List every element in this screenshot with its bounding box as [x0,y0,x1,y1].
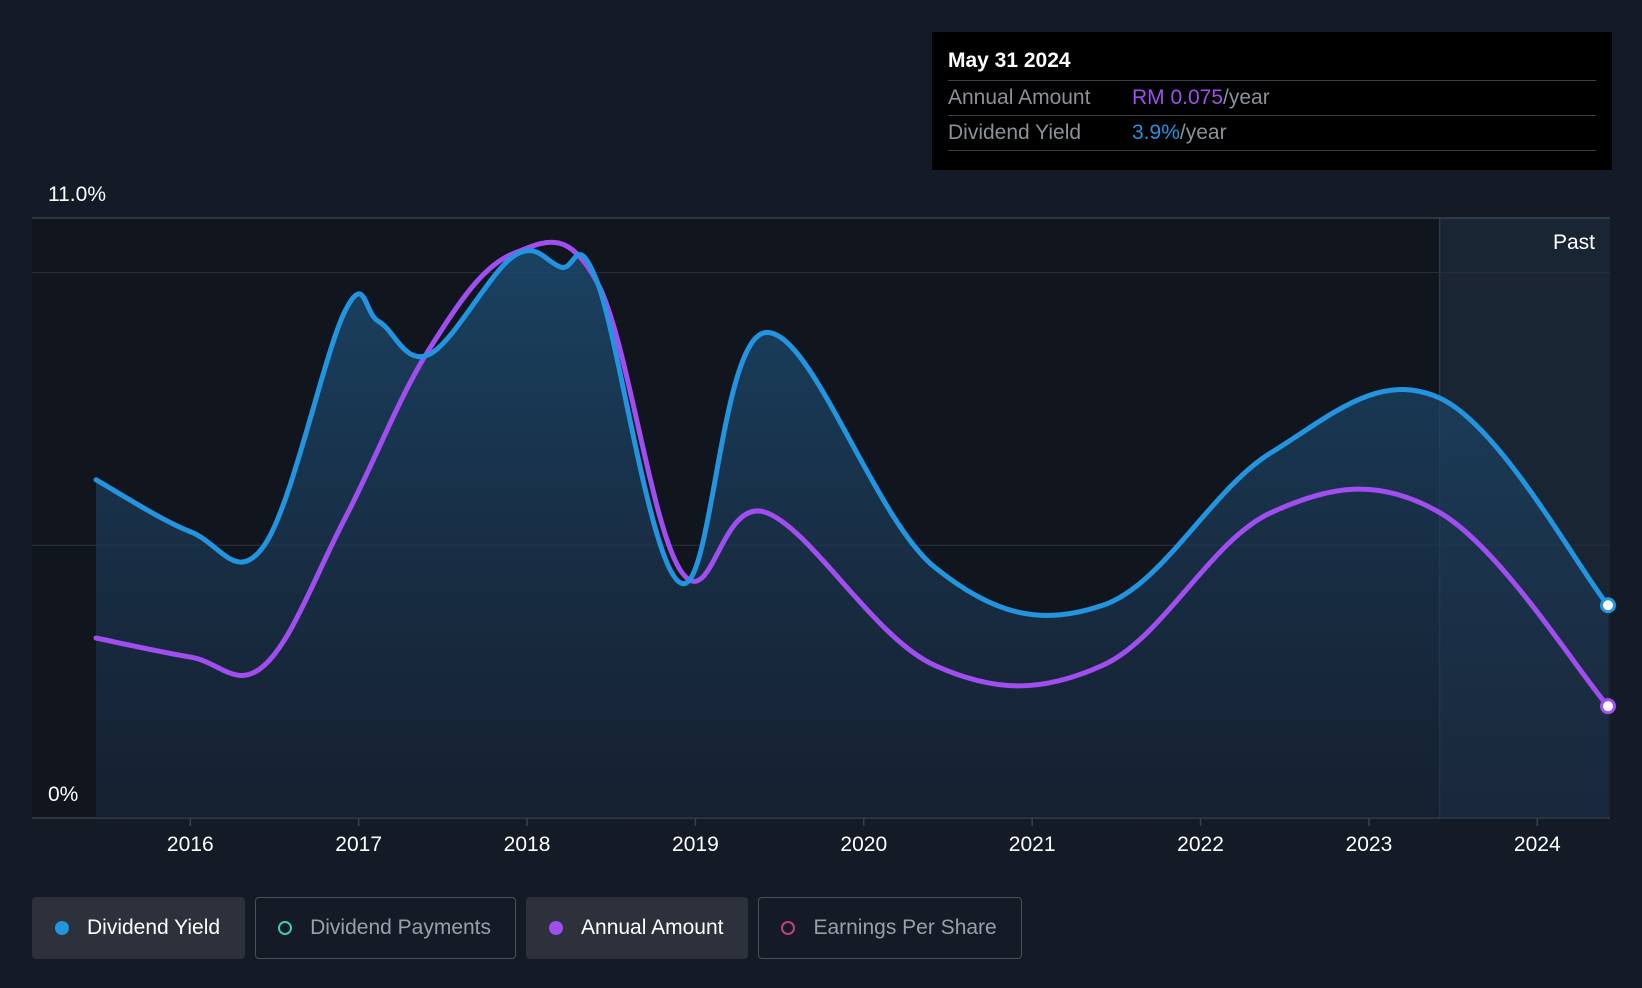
tooltip-date: May 31 2024 [948,46,1596,81]
ring-icon [278,921,293,935]
dot-icon [549,921,564,935]
dividend-yield-area [96,250,1608,819]
x-tick-label: 2021 [1009,833,1056,856]
legend-earnings-per-share[interactable]: Earnings Per Share [758,897,1022,959]
legend-label: Annual Amount [581,916,724,939]
dot-icon [55,921,69,935]
end-point-marker [1600,698,1616,715]
tooltip-row-dividend-yield: Dividend Yield 3.9% /year [948,116,1596,151]
x-tick-label: 2019 [672,833,719,856]
ring-icon [781,921,796,935]
tooltip-value: 3.9% [1132,121,1180,144]
x-tick-label: 2024 [1514,833,1561,856]
tooltip-unit: /year [1223,86,1270,109]
end-point-marker [1600,597,1616,614]
y-tick-label: 11.0% [48,183,106,206]
x-tick-label: 2018 [504,833,551,856]
x-tick-label: 2016 [167,833,214,856]
x-tick-label: 2022 [1177,833,1224,856]
legend-annual-amount[interactable]: Annual Amount [526,897,749,959]
legend-dividend-yield[interactable]: Dividend Yield [32,897,246,959]
x-tick-label: 2020 [840,833,887,856]
x-tick-label: 2017 [335,833,382,856]
tooltip-value: RM 0.075 [1132,86,1224,109]
y-tick-label: 0% [48,783,78,806]
series-line-annual-amount [93,239,1611,709]
legend-label: Earnings Per Share [813,916,997,939]
legend-dividend-payments[interactable]: Dividend Payments [255,897,517,959]
tooltip-label: Dividend Yield [948,121,1082,144]
past-label: Past [1553,231,1595,254]
tooltip-label: Annual Amount [948,86,1091,109]
tooltip-unit: /year [1179,121,1227,144]
tooltip-panel: May 31 2024 Annual Amount RM 0.075 /year… [932,32,1612,170]
legend-label: Dividend Yield [87,916,221,939]
series-line-dividend-yield [93,248,1611,618]
legend-label: Dividend Payments [310,916,492,939]
legend: Dividend Yield Dividend Payments Annual … [32,897,1022,959]
x-tick-label: 2023 [1346,833,1393,856]
tooltip-row-annual-amount: Annual Amount RM 0.075 /year [948,81,1596,116]
